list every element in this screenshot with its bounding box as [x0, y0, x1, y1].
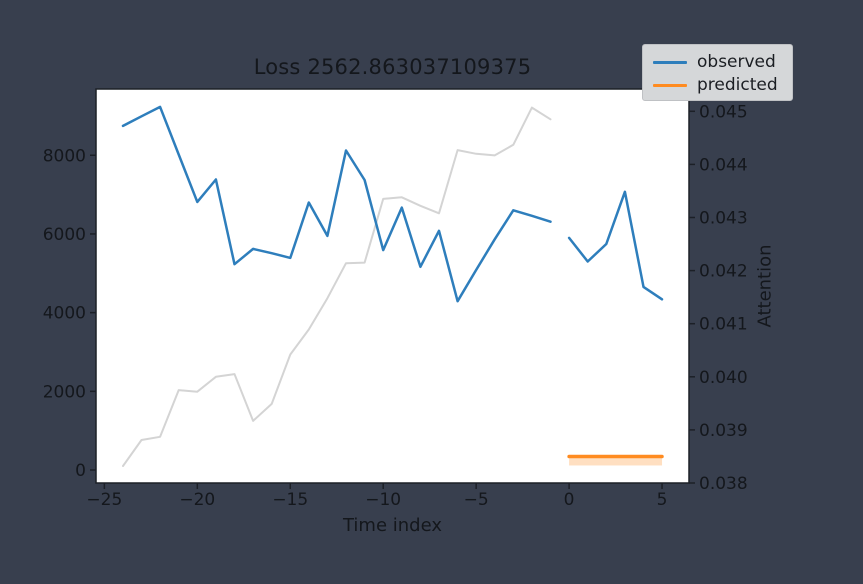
right-y-axis-label: Attention	[754, 244, 776, 328]
svg-text:0: 0	[75, 461, 86, 481]
svg-text:0.045: 0.045	[699, 102, 748, 122]
svg-text:6000: 6000	[43, 225, 86, 245]
svg-text:0.039: 0.039	[699, 421, 748, 441]
chart-title: Loss 2562.863037109375	[253, 55, 532, 79]
legend: observed predicted	[642, 44, 793, 101]
predicted-line-swatch	[653, 83, 687, 87]
svg-text:−20: −20	[179, 490, 215, 510]
x-axis-label: Time index	[342, 515, 443, 536]
legend-label-predicted: predicted	[697, 75, 778, 95]
svg-text:−15: −15	[272, 490, 308, 510]
legend-entry-predicted: predicted	[653, 74, 782, 96]
svg-text:−5: −5	[464, 490, 489, 510]
svg-text:8000: 8000	[43, 146, 86, 166]
svg-text:0.041: 0.041	[699, 315, 748, 335]
svg-text:0.044: 0.044	[699, 155, 748, 175]
svg-text:5: 5	[657, 490, 668, 510]
svg-text:0.040: 0.040	[699, 368, 748, 388]
legend-entry-observed: observed	[653, 51, 782, 73]
svg-text:4000: 4000	[43, 304, 86, 324]
legend-label-observed: observed	[697, 52, 776, 72]
svg-text:0.043: 0.043	[699, 209, 748, 229]
svg-text:2000: 2000	[43, 382, 86, 402]
svg-text:0.038: 0.038	[699, 474, 748, 494]
svg-text:−10: −10	[365, 490, 401, 510]
observed-line-swatch	[653, 60, 687, 64]
svg-text:−25: −25	[86, 490, 122, 510]
svg-text:0.042: 0.042	[699, 262, 748, 282]
svg-text:0: 0	[564, 490, 575, 510]
